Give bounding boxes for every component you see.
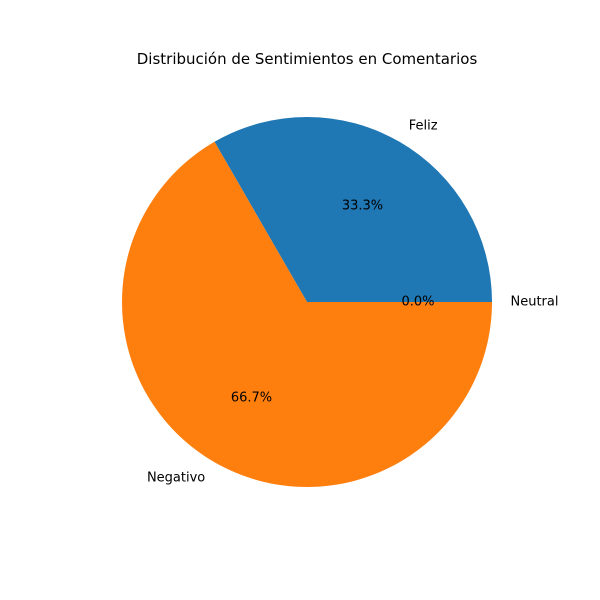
pie-slice-negativo [122, 141, 493, 488]
pie-slice-feliz [214, 116, 492, 302]
pie-labels: Feliz 33.3% Negativo 66.7% Neutral 0.0% [147, 118, 559, 485]
slice-label-neutral: Neutral [511, 295, 559, 310]
percent-label-negativo: 66.7% [231, 391, 272, 406]
slice-label-feliz: Feliz [409, 118, 438, 133]
slice-label-negativo: Negativo [147, 471, 205, 486]
pie-slices [122, 116, 493, 488]
chart-title: Distribución de Sentimientos en Comentar… [137, 50, 478, 68]
percent-label-feliz: 33.3% [342, 198, 383, 213]
percent-label-neutral: 0.0% [401, 295, 434, 310]
